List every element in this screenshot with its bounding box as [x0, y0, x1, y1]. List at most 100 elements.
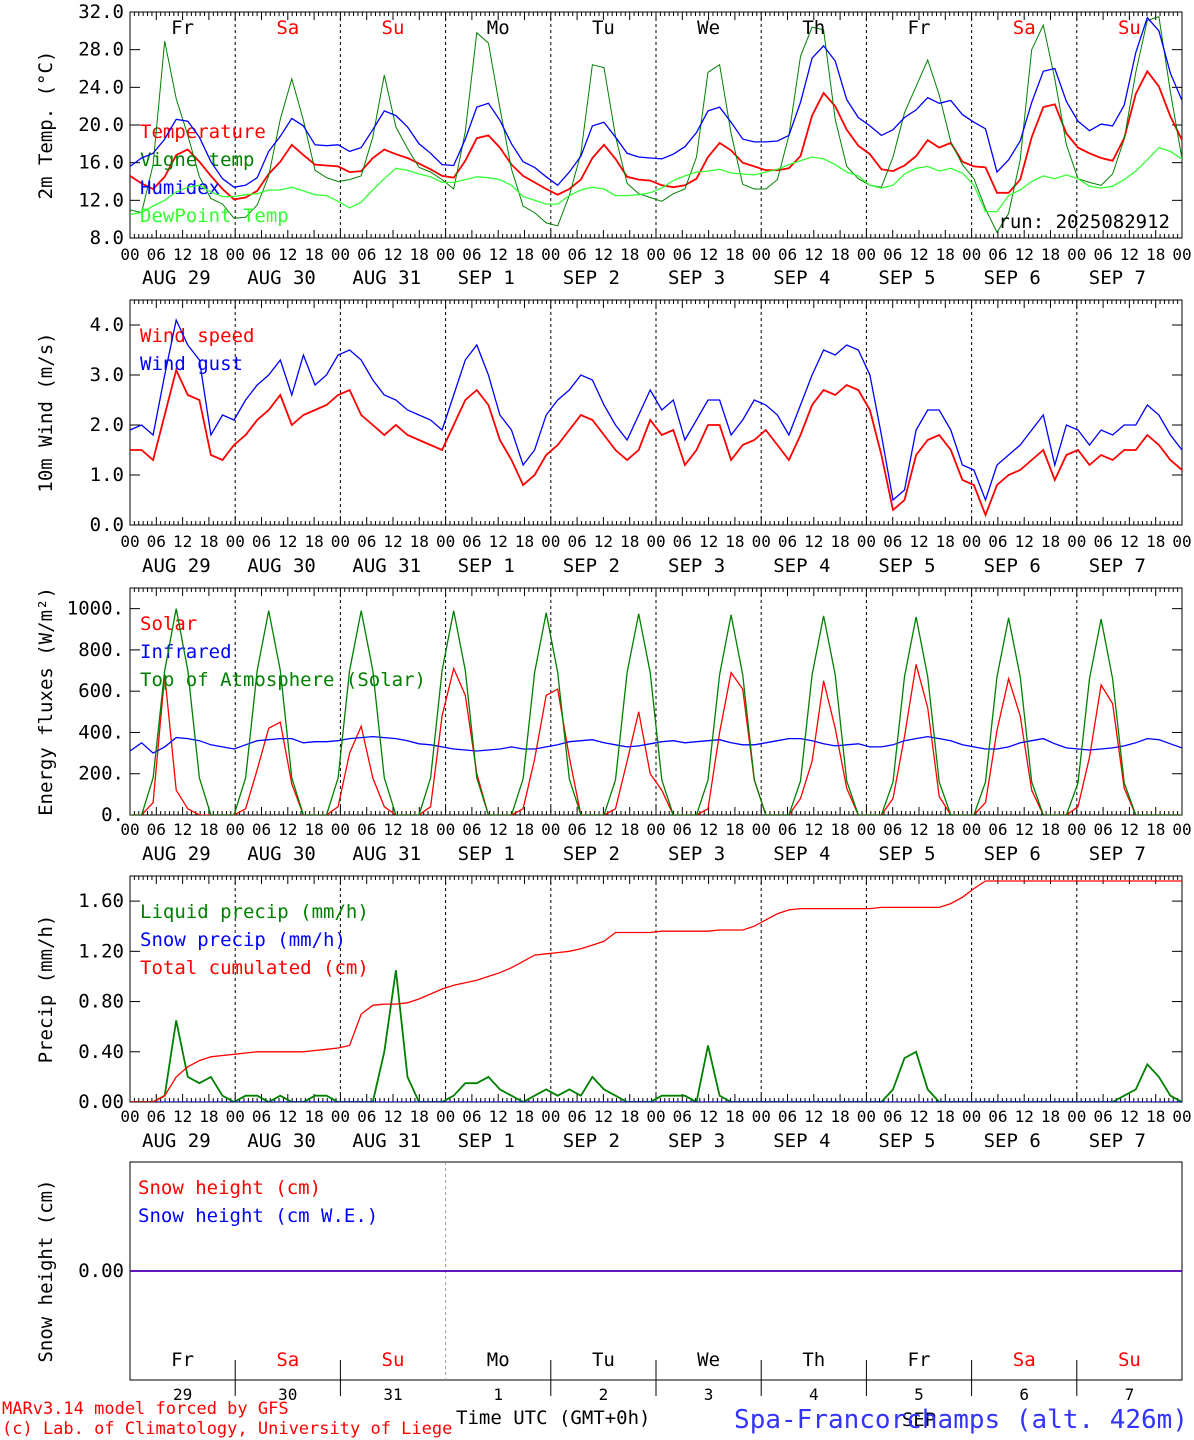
hour-tick-label: 06 [147, 1107, 166, 1126]
date-label: SEP 5 [878, 555, 935, 577]
date-label: SEP 7 [1089, 1130, 1146, 1152]
y-tick-label: 16.0 [78, 152, 124, 174]
date-label: SEP 2 [563, 267, 620, 289]
hour-tick-label: 00 [541, 820, 560, 839]
hour-tick-label: 00 [1067, 1107, 1086, 1126]
hour-tick-label: 12 [1015, 532, 1034, 551]
y-tick-label: 0.00 [78, 1260, 124, 1282]
hour-tick-label: 18 [936, 532, 955, 551]
series-dewpoint-temp [130, 146, 1182, 216]
hour-tick-label: 00 [436, 820, 455, 839]
series-wind-gust [130, 317, 1182, 502]
legend-entry: Snow height (cm) [138, 1177, 321, 1199]
legend-entry: Solar [140, 613, 197, 635]
series-solar [130, 664, 1182, 815]
hour-tick-label: 12 [699, 820, 718, 839]
hour-tick-label: 18 [515, 245, 534, 264]
hour-tick-label: 18 [304, 1107, 323, 1126]
hour-tick-label: 06 [357, 532, 376, 551]
weekday-label: Tu [592, 1349, 615, 1371]
day-number-label: 4 [809, 1385, 819, 1404]
date-label: SEP 5 [878, 843, 935, 865]
hour-tick-label: 06 [252, 1107, 271, 1126]
hour-tick-label: 12 [909, 532, 928, 551]
hour-tick-label: 12 [278, 532, 297, 551]
hour-tick-label: 12 [804, 1107, 823, 1126]
date-label: SEP 7 [1089, 267, 1146, 289]
legend-entry: Snow precip (mm/h) [140, 929, 346, 951]
station-label: Spa-Francorchamps (alt. 426m) [734, 1405, 1188, 1435]
hour-tick-label: 00 [1172, 245, 1191, 264]
hour-tick-label: 00 [857, 532, 876, 551]
panel-4: 0.00 0.40 0.80 1.20 1.60 Precip (mm/h) Liquid … [35, 875, 1192, 1152]
date-label: SEP 2 [563, 555, 620, 577]
weekday-label: Sa [276, 17, 299, 39]
hour-tick-label: 18 [830, 245, 849, 264]
y-tick-label: 0.0 [90, 514, 124, 536]
hour-tick-label: 18 [725, 1107, 744, 1126]
series-top-of-atmosphere-solar [130, 608, 1182, 815]
hour-tick-label: 12 [173, 532, 192, 551]
day-number-label: 2 [599, 1385, 609, 1404]
hour-tick-label: 12 [804, 532, 823, 551]
hour-tick-label: 18 [830, 532, 849, 551]
hour-tick-label: 00 [962, 245, 981, 264]
weekday-label: Sa [1013, 1349, 1036, 1371]
hour-tick-label: 18 [620, 532, 639, 551]
hour-tick-label: 06 [673, 245, 692, 264]
y-tick-label: 0.40 [78, 1041, 124, 1063]
y-tick-label: 24.0 [78, 76, 124, 98]
hour-tick-label: 00 [752, 1107, 771, 1126]
legend-entry: Snow height (cm W.E.) [138, 1205, 378, 1227]
hour-tick-label: 18 [304, 245, 323, 264]
y-axis-label: 10m Wind (m/s) [35, 332, 57, 492]
weekday-label: Th [802, 1349, 825, 1371]
date-label: SEP 3 [668, 843, 725, 865]
legend-entry: Vigne temp [140, 149, 254, 171]
hour-tick-label: 12 [1015, 820, 1034, 839]
hour-tick-label: 18 [410, 245, 429, 264]
hour-tick-label: 00 [752, 820, 771, 839]
weekday-label: Su [382, 1349, 405, 1371]
hour-tick-label: 18 [936, 820, 955, 839]
hour-tick-label: 00 [331, 1107, 350, 1126]
hour-tick-label: 18 [830, 1107, 849, 1126]
date-label: AUG 29 [142, 1130, 211, 1152]
date-label: SEP 6 [984, 555, 1041, 577]
y-tick-label: 1.60 [78, 890, 124, 912]
series-infrared [130, 735, 1182, 754]
hour-tick-label: 18 [515, 820, 534, 839]
hour-tick-label: 06 [988, 1107, 1007, 1126]
hour-tick-label: 06 [778, 532, 797, 551]
date-label: SEP 3 [668, 555, 725, 577]
hour-tick-label: 12 [909, 820, 928, 839]
series-total-cumulated-cm [130, 880, 1182, 1102]
month-label: SEP [902, 1409, 936, 1431]
hour-tick-label: 06 [462, 245, 481, 264]
hour-tick-label: 00 [120, 820, 139, 839]
hour-tick-label: 00 [752, 532, 771, 551]
hour-tick-label: 12 [594, 532, 613, 551]
day-number-label: 31 [383, 1385, 402, 1404]
hour-tick-label: 00 [646, 245, 665, 264]
hour-tick-label: 12 [699, 1107, 718, 1126]
hour-tick-label: 00 [857, 245, 876, 264]
y-tick-label: 20.0 [78, 114, 124, 136]
y-tick-label: 800. [78, 639, 124, 661]
y-axis-label: Precip (mm/h) [35, 915, 57, 1064]
hour-tick-label: 18 [1146, 532, 1165, 551]
y-tick-label: 1000. [67, 598, 124, 620]
hour-tick-label: 18 [199, 245, 218, 264]
hour-tick-label: 18 [1041, 1107, 1060, 1126]
y-tick-label: 1.0 [90, 464, 124, 486]
hour-tick-label: 12 [278, 1107, 297, 1126]
hour-tick-label: 00 [436, 532, 455, 551]
panel-2: 0.0 1.0 2.0 3.0 4.0 10m Wind (m/s) Wind speed W… [35, 299, 1192, 577]
hour-tick-label: 12 [909, 1107, 928, 1126]
hour-tick-label: 06 [567, 245, 586, 264]
hour-tick-label: 12 [173, 245, 192, 264]
date-label: SEP 1 [458, 267, 515, 289]
legend-entry: Infrared [140, 641, 232, 663]
hour-tick-label: 00 [962, 820, 981, 839]
